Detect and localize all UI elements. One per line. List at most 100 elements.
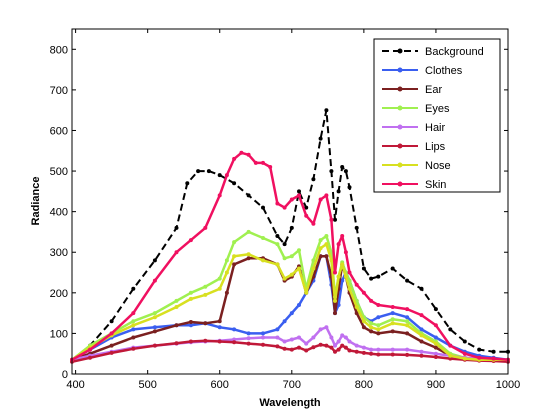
data-point — [152, 311, 157, 316]
data-point — [203, 225, 208, 230]
data-point — [354, 225, 359, 230]
data-point — [333, 349, 337, 354]
data-point — [217, 286, 222, 291]
data-point — [275, 234, 280, 238]
data-point — [336, 339, 341, 344]
data-point — [261, 160, 265, 165]
y-tick-label: 500 — [50, 166, 68, 178]
y-tick-label: 200 — [50, 288, 68, 300]
data-point — [131, 346, 136, 351]
legend-label: Eyes — [425, 103, 450, 115]
data-point — [433, 335, 438, 340]
data-point — [246, 341, 251, 346]
data-point — [152, 343, 157, 348]
data-point — [275, 201, 280, 206]
data-point — [224, 258, 229, 263]
data-point — [433, 341, 438, 346]
data-point — [131, 327, 136, 332]
data-point — [405, 278, 410, 283]
data-point — [491, 356, 496, 361]
data-point — [261, 331, 265, 336]
data-point — [448, 327, 453, 332]
plot-frame — [71, 28, 509, 375]
data-point — [433, 355, 438, 359]
data-point — [282, 339, 287, 344]
data-point — [239, 150, 244, 155]
data-point — [376, 352, 381, 357]
data-point — [297, 248, 301, 253]
data-point — [462, 356, 467, 361]
data-point — [297, 193, 301, 198]
data-point — [433, 307, 438, 312]
legend: Background Clothes Ear Eyes Hair Lips Nose Skin — [373, 38, 501, 193]
data-point — [232, 337, 237, 342]
data-point — [174, 225, 179, 230]
data-point — [376, 303, 381, 307]
data-point — [246, 336, 251, 341]
data-point — [109, 319, 114, 324]
data-point — [333, 311, 337, 316]
data-point — [282, 346, 287, 351]
x-tick-label: 500 — [138, 379, 156, 391]
data-point — [477, 347, 482, 352]
data-point — [152, 329, 157, 334]
data-point — [304, 290, 309, 295]
y-tick-label: 400 — [50, 207, 68, 219]
data-point — [131, 323, 136, 328]
data-point — [347, 286, 352, 291]
data-point — [304, 213, 309, 218]
data-point — [224, 173, 229, 178]
data-point — [174, 298, 179, 303]
data-point — [318, 254, 323, 259]
y-tick-label: 800 — [50, 44, 68, 56]
data-point — [376, 331, 381, 336]
data-point — [289, 272, 294, 277]
data-point — [224, 270, 229, 275]
data-point — [246, 152, 251, 157]
data-point — [246, 252, 251, 257]
data-point — [333, 343, 337, 348]
data-point — [405, 319, 410, 324]
data-point — [318, 238, 323, 243]
data-point — [390, 317, 395, 322]
series-line — [71, 242, 508, 362]
legend-label: Nose — [425, 160, 451, 172]
data-point — [343, 335, 348, 340]
legend-item-background: Background — [382, 46, 484, 58]
data-point — [448, 353, 453, 358]
data-point — [282, 319, 287, 324]
data-point — [369, 329, 374, 334]
y-axis-title: Radiance — [30, 177, 42, 226]
data-point — [311, 266, 316, 271]
data-point — [340, 165, 345, 169]
data-point — [343, 250, 348, 255]
legend-label: Lips — [425, 141, 446, 153]
data-point — [318, 136, 323, 141]
data-point — [376, 327, 381, 332]
data-point — [448, 356, 453, 361]
legend-label: Ear — [425, 84, 442, 96]
data-point — [109, 331, 114, 336]
data-point — [131, 311, 136, 316]
legend-label: Hair — [425, 122, 446, 134]
data-point — [232, 262, 237, 267]
data-point — [131, 319, 136, 324]
data-point — [369, 276, 374, 281]
x-tick-label: 700 — [283, 379, 301, 391]
data-point — [304, 205, 309, 210]
legend-marker — [397, 105, 403, 111]
x-tick-label: 800 — [355, 379, 373, 391]
data-point — [188, 296, 193, 301]
data-point — [304, 348, 309, 353]
data-point — [297, 189, 301, 194]
data-point — [109, 343, 114, 348]
data-point — [246, 331, 251, 336]
data-point — [217, 276, 222, 281]
data-point — [174, 323, 179, 328]
y-tick-label: 600 — [50, 125, 68, 137]
data-point — [174, 305, 179, 309]
data-point — [347, 339, 352, 344]
data-point — [311, 345, 316, 350]
data-point — [340, 333, 345, 338]
